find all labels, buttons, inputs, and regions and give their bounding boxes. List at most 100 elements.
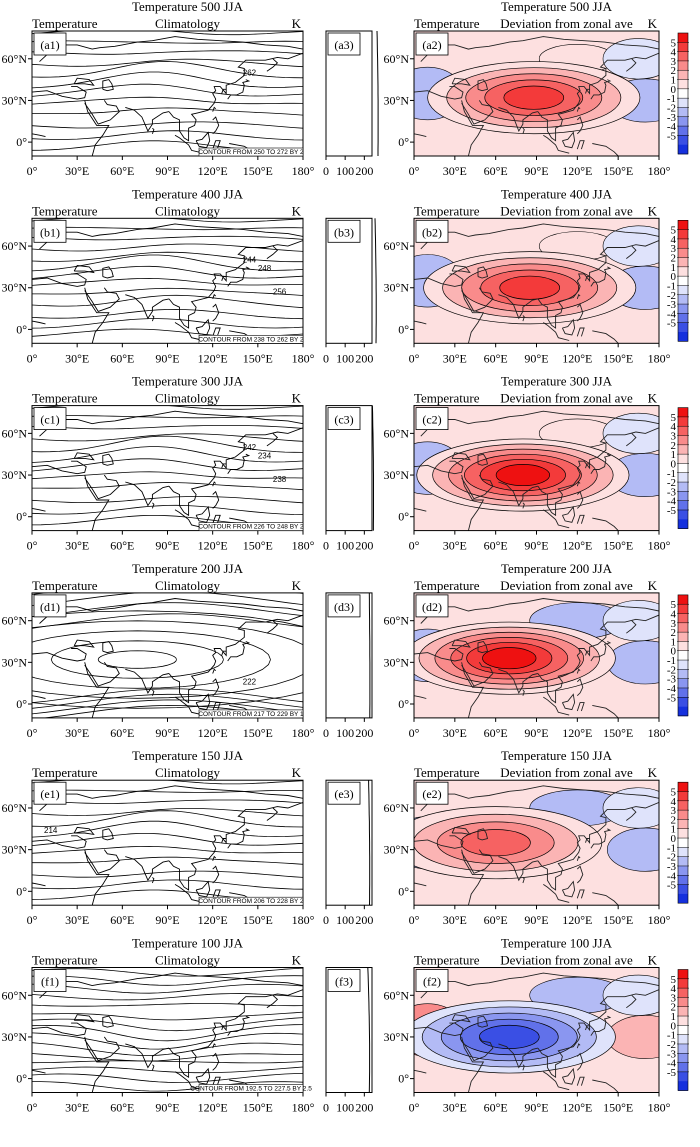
contour-info: CONTOUR FROM 192.5 TO 227.5 BY 2.5 bbox=[190, 1086, 312, 1093]
coast-segment bbox=[585, 276, 590, 281]
coast-segment bbox=[102, 453, 114, 466]
colorbar-tick-label: 1 bbox=[671, 449, 677, 461]
coast-segment bbox=[32, 320, 46, 325]
colorbar-swatch bbox=[678, 116, 688, 127]
panel-label-box bbox=[33, 219, 67, 243]
profile-line bbox=[367, 967, 371, 1093]
contour-line bbox=[32, 699, 303, 715]
colorbar-swatch bbox=[678, 1025, 688, 1035]
coast-segment bbox=[151, 1064, 155, 1071]
anomaly-panel: (a2) bbox=[413, 30, 660, 157]
contour-info-box: CONTOUR FROM 192.5 TO 227.5 BY 2.5 bbox=[190, 1084, 312, 1093]
anomaly-contour bbox=[460, 829, 531, 857]
contour-line bbox=[32, 808, 303, 817]
y-tick-label: 0° bbox=[398, 322, 409, 336]
right-unit-label: K bbox=[648, 953, 658, 968]
left-center-label: Climatology bbox=[155, 953, 221, 968]
anomaly-field bbox=[414, 31, 659, 156]
contour-label: 248 bbox=[258, 264, 272, 273]
contour-label: 214 bbox=[44, 826, 58, 835]
coast-segment bbox=[592, 704, 619, 718]
right-center-label: Deviation from zonal ave bbox=[500, 953, 633, 968]
panel-label-box bbox=[327, 781, 361, 805]
colorbar-swatch bbox=[678, 229, 688, 240]
coast-segment bbox=[32, 507, 46, 512]
coast-segment bbox=[174, 134, 204, 154]
colorbar-swatch bbox=[678, 1034, 688, 1045]
colorbar-tick-label: -5 bbox=[667, 692, 677, 704]
colorbar-tick-label: -3 bbox=[667, 486, 677, 498]
x-tick-label: 90°E bbox=[524, 1101, 548, 1115]
profile-tick-label: 200 bbox=[355, 1101, 373, 1115]
colorbar-swatch bbox=[678, 650, 688, 661]
contour-line bbox=[32, 424, 303, 430]
colorbar-frame bbox=[677, 781, 689, 904]
panel-label: (f1) bbox=[41, 975, 59, 989]
colorbar-swatch bbox=[678, 79, 688, 90]
colorbar-swatch bbox=[678, 697, 688, 707]
colorbar-tick-label: 4 bbox=[671, 234, 677, 246]
colorbar-tick-label: 3 bbox=[671, 618, 677, 630]
x-tick-label: 90°E bbox=[524, 539, 548, 553]
coast-segment bbox=[498, 481, 539, 507]
x-tick-label: 90°E bbox=[524, 726, 548, 740]
contour-line bbox=[32, 1017, 303, 1032]
coast-segment bbox=[212, 327, 221, 337]
colorbar-swatch bbox=[678, 51, 688, 62]
anomaly-contour bbox=[499, 275, 560, 300]
colorbar-tick-label: -4 bbox=[667, 496, 677, 508]
contour-set bbox=[32, 780, 303, 906]
coast-segment bbox=[125, 106, 170, 132]
coast-segment bbox=[451, 452, 471, 461]
right-title: Temperature 150 JJA bbox=[501, 748, 613, 763]
coast-segment bbox=[461, 662, 494, 687]
profile-tick-label: 0 bbox=[323, 539, 329, 553]
colorbar-swatch bbox=[678, 1071, 688, 1082]
contour-line bbox=[32, 40, 303, 44]
colorbar-tick-label: -2 bbox=[667, 102, 676, 114]
coast-segment bbox=[73, 639, 95, 648]
coast-segment bbox=[227, 1015, 251, 1036]
x-tick-label: 120°E bbox=[198, 164, 228, 178]
colorbar-tick-label: 4 bbox=[671, 47, 677, 59]
coast-segment bbox=[102, 640, 114, 654]
colorbar-swatch bbox=[678, 884, 688, 895]
coast-segment bbox=[537, 52, 659, 142]
coast-segment bbox=[102, 266, 114, 279]
profile-tick-label: 100 bbox=[336, 726, 354, 740]
x-tick-label: 120°E bbox=[562, 164, 592, 178]
coast-segment bbox=[561, 880, 576, 898]
coast-segment bbox=[626, 807, 637, 821]
colorbar-swatch bbox=[678, 875, 688, 885]
contour-label: 262 bbox=[243, 68, 257, 77]
coast-segment bbox=[84, 662, 110, 718]
row-titles: Temperature 200 JJA Temperature Climatolog… bbox=[32, 561, 658, 593]
colorbar-tick-label: -2 bbox=[667, 477, 676, 489]
colorbar-tick-label: 0 bbox=[671, 646, 677, 658]
contour-line bbox=[32, 780, 303, 785]
coast-segment bbox=[227, 266, 251, 287]
colorbar-tick-label: -5 bbox=[667, 880, 677, 892]
x-tick-label: 150°E bbox=[603, 726, 633, 740]
coast-segment bbox=[585, 1025, 590, 1031]
colorbar-tick-label: -5 bbox=[667, 318, 677, 330]
contour-info: CONTOUR FROM 250 TO 272 BY 2 bbox=[198, 149, 304, 156]
colorbar-swatch bbox=[678, 463, 688, 474]
coast-segment bbox=[561, 505, 576, 523]
coast-segment bbox=[461, 1036, 485, 1093]
colorbar-swatch bbox=[678, 1081, 688, 1091]
coast-segment bbox=[212, 668, 217, 674]
coast-segment bbox=[543, 509, 570, 529]
coast-segment bbox=[576, 116, 584, 135]
colorbar-swatch bbox=[678, 248, 688, 258]
coast-segment bbox=[151, 502, 155, 509]
left-variable-label: Temperature bbox=[32, 203, 98, 218]
contour-line bbox=[32, 277, 303, 286]
left-title: Temperature 100 JJA bbox=[132, 936, 244, 951]
coast-segment bbox=[212, 1076, 221, 1086]
contour-set bbox=[32, 31, 303, 156]
colorbar-tick-label: -1 bbox=[667, 842, 676, 854]
colorbar-tick-label: -2 bbox=[667, 1039, 676, 1051]
x-tick-label: 30°E bbox=[65, 539, 89, 553]
